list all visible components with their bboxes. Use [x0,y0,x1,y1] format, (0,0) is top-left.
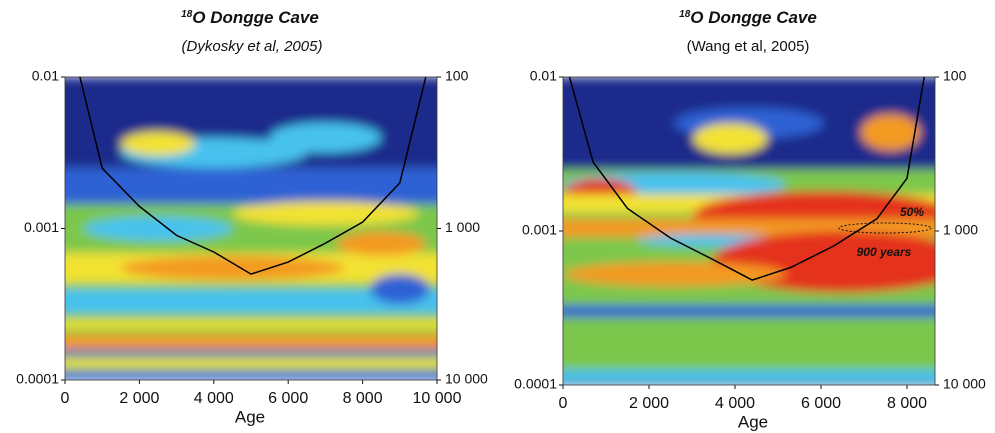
heatmap-band [65,334,437,350]
heatmap [563,77,935,385]
heatmap-blob [120,131,196,156]
heatmap-blob [336,231,426,256]
plot-frame [562,76,936,386]
annotation: 900 years [857,245,912,259]
chart-title: 18O Dongge Cave [181,8,319,27]
x-axis-label: Age [235,407,265,426]
y-tick-label: 0.0001 [16,371,59,387]
x-tick-label: 10 000 [413,390,462,407]
x-tick-label: 4 000 [194,390,234,407]
x-tick-label: 0 [559,395,568,412]
heatmap [65,77,437,380]
title-text: O Dongge Cave [690,8,817,27]
heatmap-blob [269,122,382,153]
y2-tick-label: 100 [943,68,967,84]
plot-frame [64,76,438,381]
heatmap-blob [563,261,787,287]
heatmap-band [563,304,935,318]
title-text: O Dongge Cave [192,8,319,27]
y-tick-label: 0.0001 [514,376,557,392]
x-tick-label: 2 000 [119,390,159,407]
chart-subtitle: (Dykosky et al, 2005) [182,38,323,55]
x-tick-label: 0 [61,390,70,407]
heatmap-blob [693,123,768,154]
heatmap-blob [860,113,921,151]
y2-tick-label: 10 000 [445,371,488,387]
y-tick-label: 0.001 [522,222,557,238]
y2-tick-label: 1 000 [445,219,480,235]
heatmap-band [65,349,437,356]
heatmap-band [563,381,935,385]
title-superscript: 18 [679,9,691,20]
heatmap-blob [232,201,419,226]
significance-ellipse [838,222,932,234]
title-superscript: 18 [181,9,193,20]
heatmap-blob [120,255,345,281]
chart-subtitle: (Wang et al, 2005) [687,38,810,55]
x-tick-label: 4 000 [715,395,755,412]
heatmap-layer [65,77,437,380]
heatmap-layer [563,77,935,385]
x-tick-label: 2 000 [629,395,669,412]
x-tick-label: 8 000 [343,390,383,407]
annotation: 50% [900,205,924,219]
heatmap-blob [370,273,430,305]
y2-tick-label: 1 000 [943,222,978,238]
y-tick-label: 0.01 [530,68,557,84]
x-tick-label: 8 000 [887,395,927,412]
heatmap-band [563,329,935,355]
heatmap-band [65,370,437,380]
heatmap-band [65,167,437,205]
x-tick-label: 6 000 [801,395,841,412]
y-tick-label: 0.01 [32,68,59,84]
heatmap-band [65,358,437,368]
cone-of-influence [79,77,427,275]
y2-tick-label: 100 [445,68,469,84]
cone-of-influence [568,77,925,281]
x-axis-label: Age [738,412,768,431]
y-tick-label: 0.001 [24,219,59,235]
chart-title: 18O Dongge Cave [679,8,817,27]
heatmap-band [563,369,935,385]
x-tick-label: 6 000 [268,390,308,407]
heatmap-band [65,319,437,329]
y2-tick-label: 10 000 [943,376,986,392]
heatmap-blob [83,216,233,241]
